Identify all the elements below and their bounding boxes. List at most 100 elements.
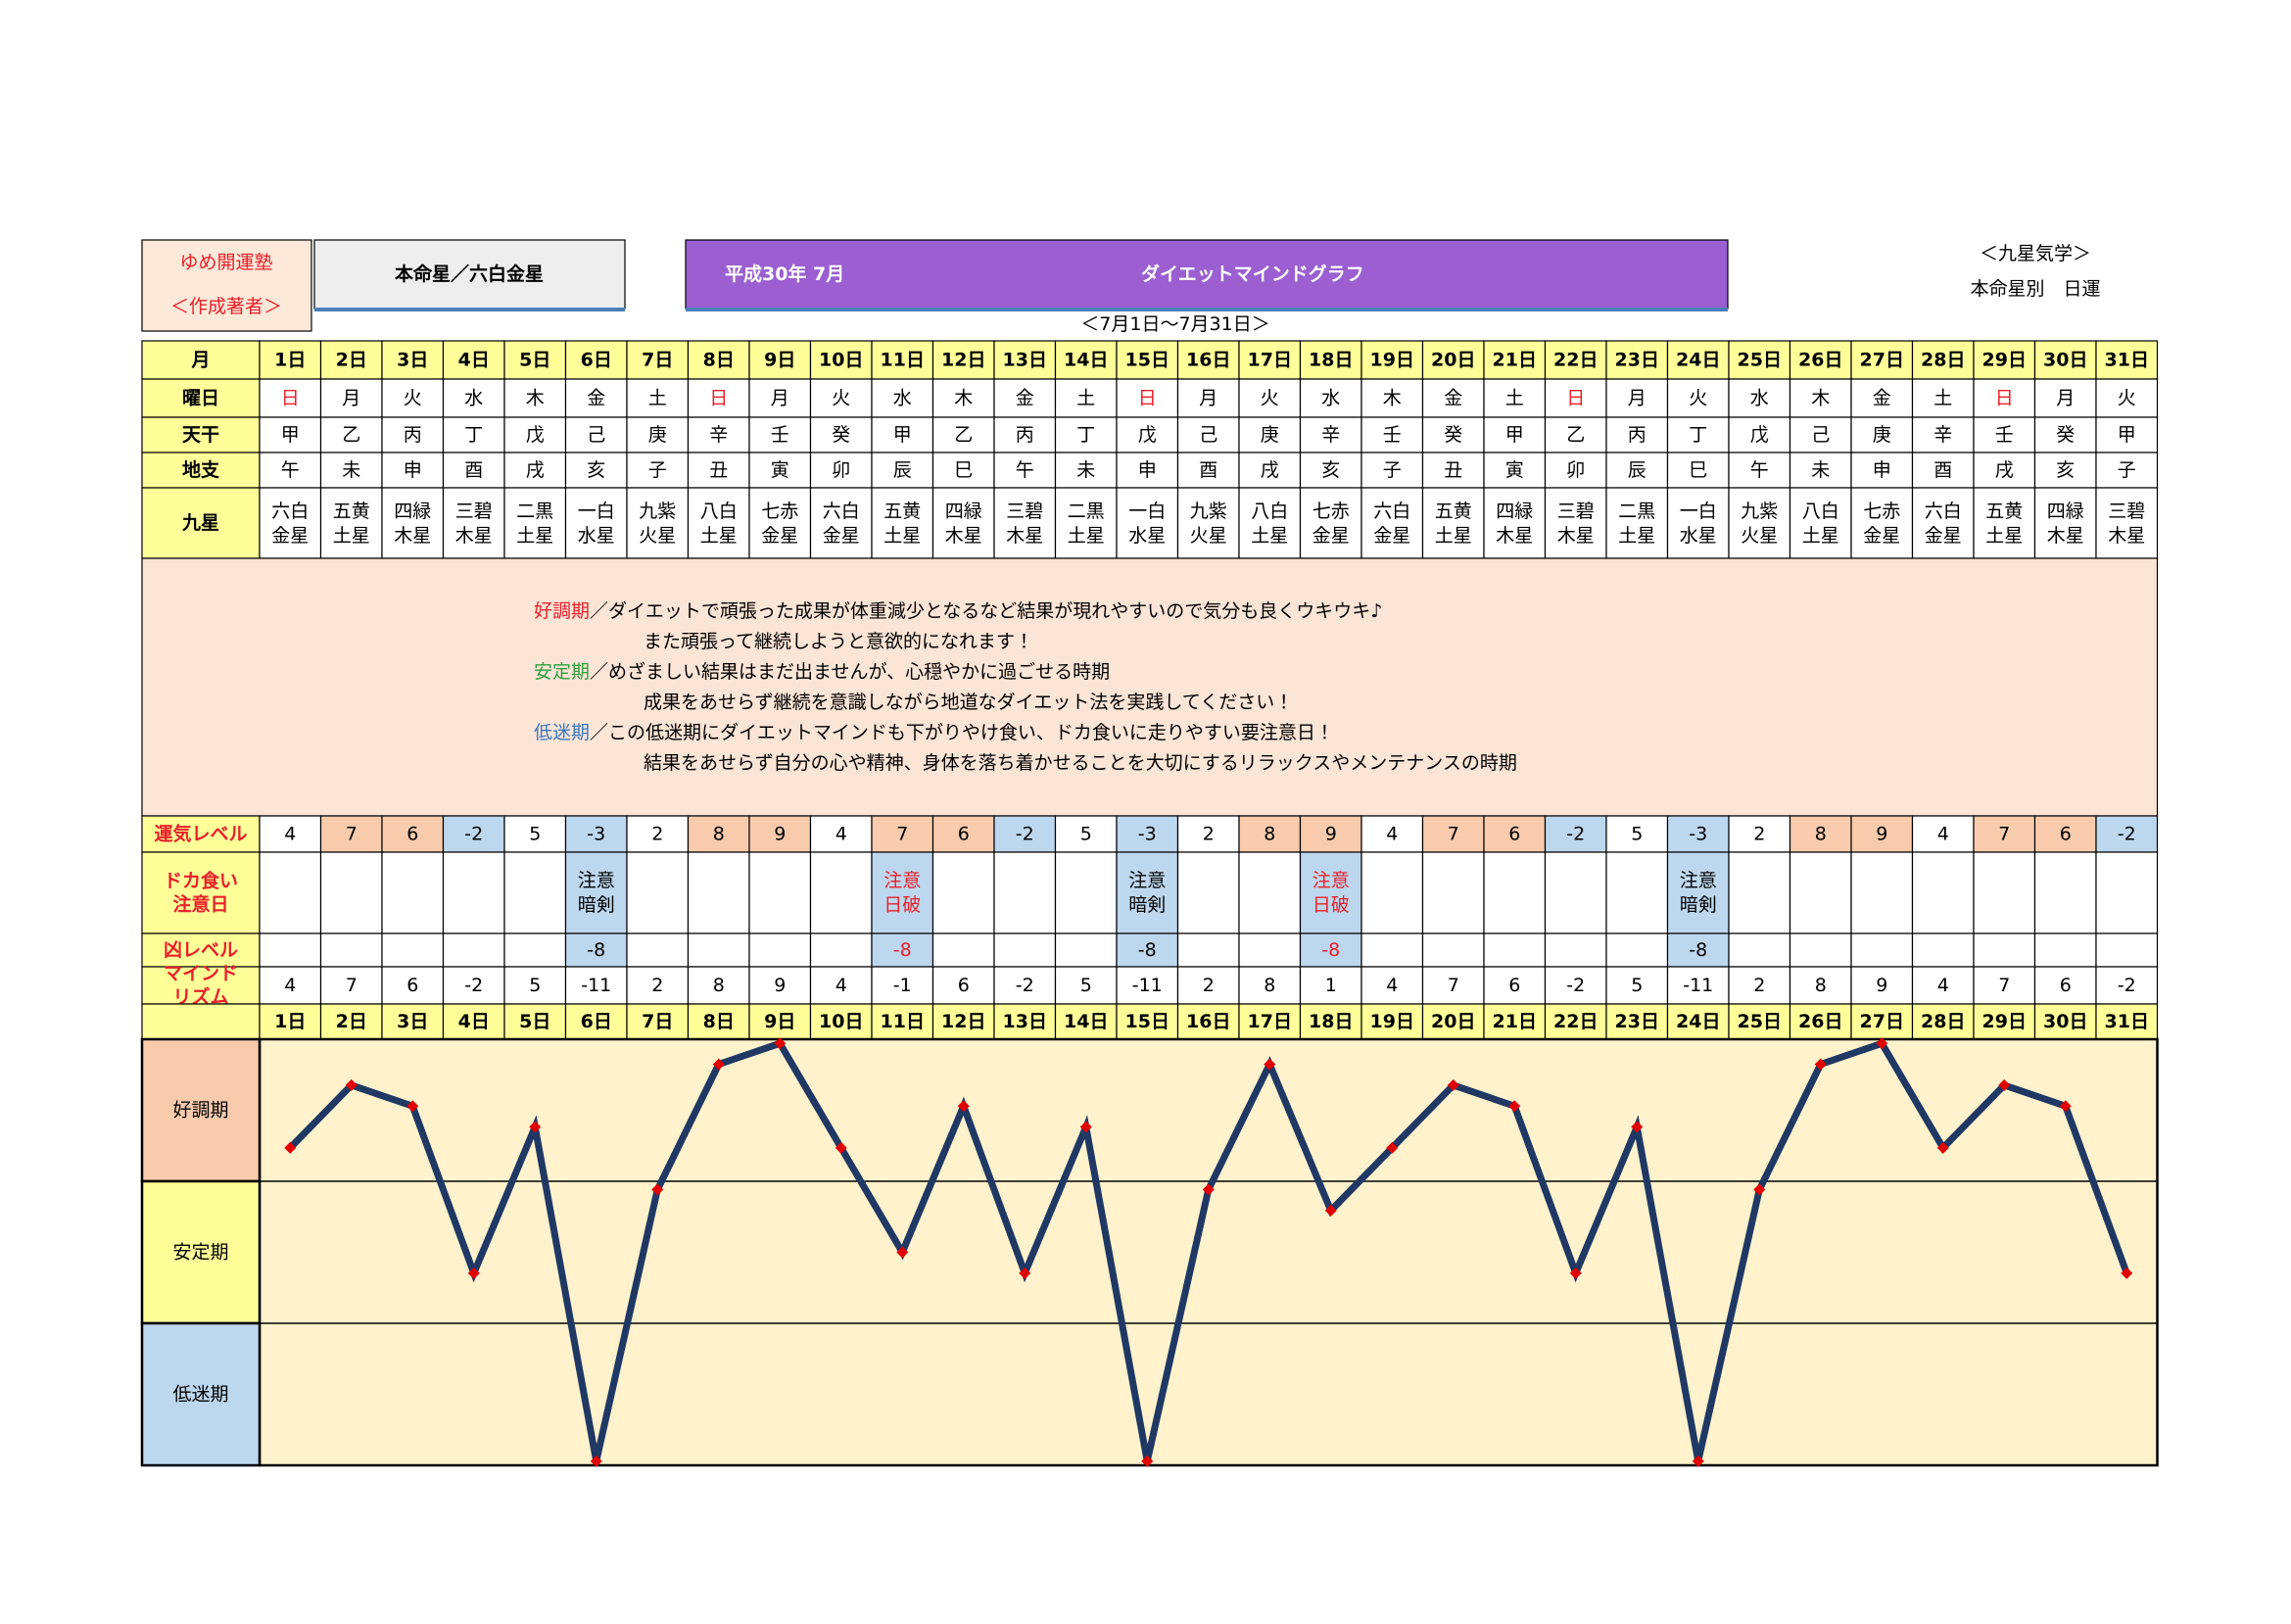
doka-cell (1054, 851, 1118, 934)
kan: 戊 (526, 424, 545, 446)
point (2059, 1100, 2072, 1113)
weekday: 金 (1444, 388, 1462, 409)
day: 24日 (1676, 350, 1720, 371)
day-cell (993, 340, 1057, 380)
doka: 暗剣 (1128, 894, 1166, 916)
mind: 9 (774, 975, 786, 996)
kan: 己 (587, 424, 605, 446)
star: 金星 (823, 525, 860, 547)
doka-cell (1116, 851, 1179, 934)
kyo: -8 (1689, 939, 1707, 961)
kyo: -8 (587, 939, 605, 961)
doka-cell (931, 851, 995, 934)
level: 8 (1264, 824, 1275, 845)
shi-cell (1176, 452, 1240, 489)
day: 25日 (1738, 350, 1782, 371)
star: 木星 (1496, 525, 1533, 547)
level: 5 (1080, 824, 1092, 845)
kan: 己 (1811, 424, 1830, 446)
day: 20日 (1431, 1011, 1475, 1032)
day: 18日 (1309, 350, 1353, 371)
kyo-cell (626, 932, 690, 968)
kyo-cell (1176, 932, 1240, 968)
shi: 未 (1076, 459, 1095, 481)
point (835, 1141, 847, 1154)
mind: -2 (464, 975, 483, 996)
day: 7日 (642, 1011, 673, 1032)
star: 三碧 (2108, 501, 2145, 522)
mind: -2 (2118, 975, 2136, 996)
day: 30日 (2043, 350, 2087, 371)
level: 5 (1631, 824, 1643, 845)
star: 土星 (516, 525, 553, 547)
level: 7 (346, 824, 358, 845)
shi-cell (687, 452, 750, 489)
star-cell (687, 487, 750, 559)
kyo-cell (687, 932, 750, 968)
shi: 子 (2118, 459, 2136, 481)
doka: 暗剣 (578, 894, 615, 916)
weekday-cell (1116, 378, 1179, 418)
mind: 8 (1815, 975, 1827, 996)
point (1386, 1141, 1399, 1154)
shi: 午 (1750, 459, 1769, 481)
day-cell (1544, 1003, 1607, 1040)
kan-cell (1850, 416, 1914, 454)
weekday: 火 (2118, 388, 2136, 409)
star: 木星 (2047, 525, 2084, 547)
kyo-cell (381, 932, 445, 968)
kyo-cell (1850, 932, 1914, 968)
day: 29日 (1982, 350, 2027, 371)
level-cell (2033, 815, 2097, 853)
doka-label: ドカ食い (164, 870, 238, 892)
weekday: 木 (526, 388, 545, 409)
day-cell (319, 340, 383, 380)
day: 31日 (2105, 1011, 2149, 1032)
doka-cell (687, 851, 750, 934)
star-cell (1728, 487, 1791, 559)
day-cell (1789, 1003, 1852, 1040)
weekday-cell (1421, 378, 1485, 418)
star: 九紫 (639, 501, 676, 522)
legend-more: 結果をあせらず自分の心や精神、身体を落ち着かせることを大切にするリラックスやメン… (644, 752, 1517, 774)
star: 金星 (761, 525, 798, 547)
legend-term: 好調期 (534, 600, 590, 622)
level-cell (809, 815, 873, 853)
level: -3 (587, 824, 605, 845)
level: 8 (713, 824, 725, 845)
star: 木星 (2108, 525, 2145, 547)
level-cell (2095, 815, 2159, 853)
star: 金星 (1313, 525, 1350, 547)
kyo-cell (931, 932, 995, 968)
mind: 9 (1876, 975, 1887, 996)
day-cell (1789, 340, 1852, 380)
star-cell (381, 487, 445, 559)
kan: 乙 (342, 424, 360, 446)
weekday: 日 (281, 388, 300, 409)
doka-cell (871, 851, 934, 934)
point (651, 1183, 664, 1196)
star-cell (1544, 487, 1607, 559)
level: -2 (2118, 824, 2136, 845)
day-cell (2095, 1003, 2159, 1040)
weekday-label-cell (141, 378, 261, 418)
star: 木星 (1006, 525, 1043, 547)
kyo-cell (1789, 932, 1852, 968)
kan-label: 天干 (182, 424, 219, 446)
doka-cell (1360, 851, 1424, 934)
star: 六白 (271, 501, 309, 522)
star: 六白 (1925, 501, 1962, 522)
shi: 酉 (1199, 459, 1217, 481)
level: 4 (284, 824, 296, 845)
day-cell (809, 340, 873, 380)
level-cell (1116, 815, 1179, 853)
star: 五黄 (333, 501, 370, 522)
shi-cell (2033, 452, 2097, 489)
star: 火星 (1741, 525, 1778, 547)
star-cell (626, 487, 690, 559)
weekday-cell (1238, 378, 1302, 418)
day-cell (1176, 1003, 1240, 1040)
kyo-cell (748, 932, 812, 968)
mind: -11 (1132, 975, 1163, 996)
